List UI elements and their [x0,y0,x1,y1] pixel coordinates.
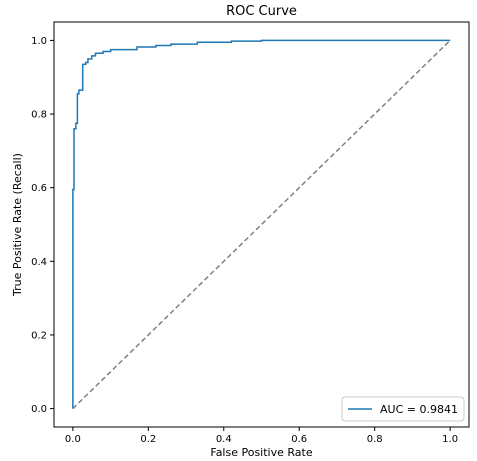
legend: AUC = 0.9841 [341,396,465,422]
legend-entry: AUC = 0.9841 [380,403,458,416]
y-axis-label: True Positive Rate (Recall) [11,153,24,297]
y-axis: 0.0 0.2 0.4 0.6 0.8 1.0 [31,36,54,415]
chart-title: ROC Curve [226,4,297,19]
x-tick-label: 1.0 [442,434,458,445]
y-tick-label: 0.4 [31,257,47,268]
x-tick-label: 0.6 [291,434,307,445]
plot-frame [53,21,470,428]
x-axis: 0.0 0.2 0.4 0.6 0.8 1.0 [65,427,458,445]
x-tick-label: 0.2 [140,434,156,445]
diagonal-reference-line [72,39,451,410]
legend-box [341,396,465,422]
x-axis-label: False Positive Rate [210,446,312,459]
y-tick-label: 1.0 [31,36,47,47]
y-tick-label: 0.0 [31,404,47,415]
x-tick-label: 0.0 [65,434,81,445]
x-tick-label: 0.4 [216,434,232,445]
roc-curve-line [72,39,451,409]
series-layer [72,39,451,410]
x-tick-label: 0.8 [367,434,383,445]
y-tick-label: 0.8 [31,110,47,121]
y-tick-label: 0.2 [31,330,47,341]
y-tick-label: 0.6 [31,183,47,194]
